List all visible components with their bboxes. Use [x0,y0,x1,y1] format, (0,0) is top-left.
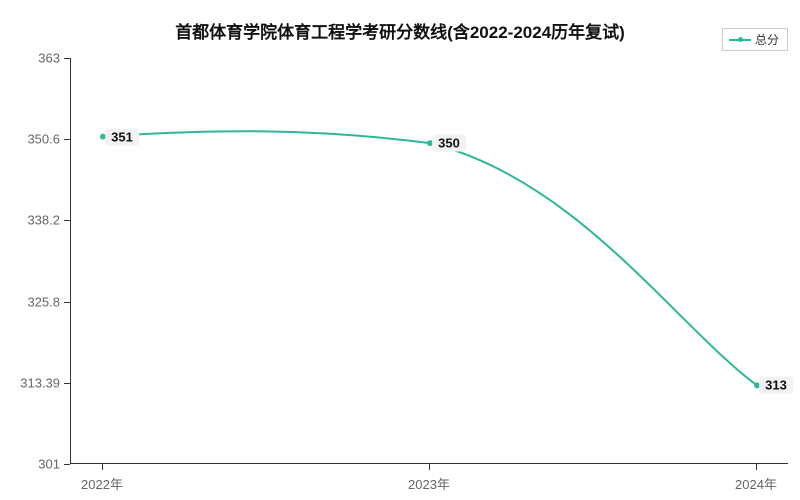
chart-title: 首都体育学院体育工程学考研分数线(含2022-2024历年复试) [0,18,800,43]
x-tick-mark [756,464,757,470]
data-label: 351 [105,128,139,145]
x-tick-label: 2024年 [735,474,777,493]
data-label: 350 [432,135,466,152]
plot-svg [71,58,789,464]
y-tick-label: 325.8 [0,294,60,309]
y-tick-label: 338.2 [0,213,60,228]
x-tick-mark [429,464,430,470]
y-tick-label: 350.6 [0,132,60,147]
y-tick-mark [64,383,70,384]
y-tick-mark [64,220,70,221]
y-tick-label: 301 [0,457,60,472]
x-tick-mark [102,464,103,470]
legend: 总分 [722,28,788,51]
y-tick-label: 363 [0,51,60,66]
data-label: 313 [759,377,793,394]
series-line [103,131,757,385]
legend-line [729,39,751,41]
legend-dot [738,37,743,42]
y-tick-mark [64,464,70,465]
y-tick-label: 313.39 [0,375,60,390]
y-tick-mark [64,302,70,303]
y-tick-mark [64,58,70,59]
y-tick-mark [64,139,70,140]
x-tick-label: 2023年 [408,474,450,493]
plot-area [70,58,788,464]
legend-label: 总分 [755,31,779,48]
x-tick-label: 2022年 [81,474,123,493]
chart-container: 首都体育学院体育工程学考研分数线(含2022-2024历年复试) 总分 301 3… [0,0,800,500]
